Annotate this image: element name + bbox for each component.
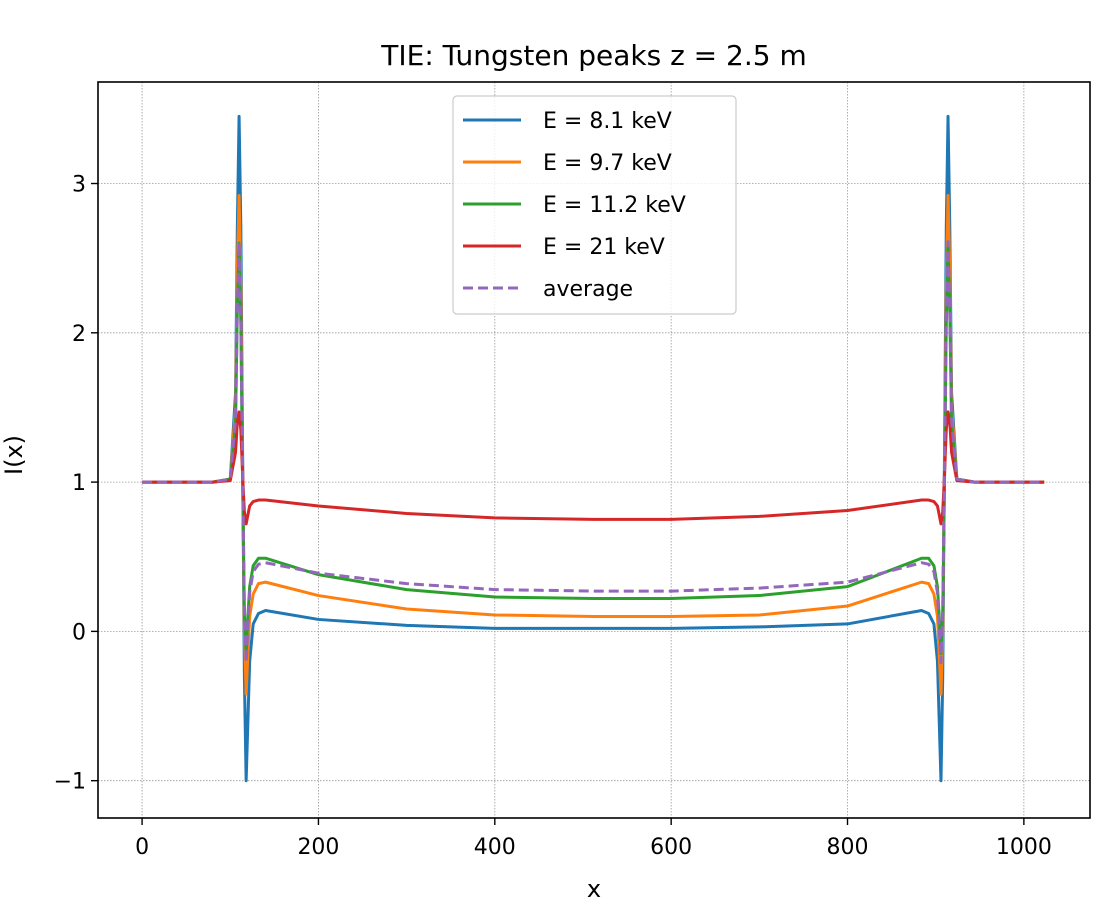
legend-label: E = 21 keV — [543, 235, 665, 260]
x-tick-label: 0 — [135, 835, 149, 860]
x-tick-label: 600 — [650, 835, 692, 860]
y-tick-label: 3 — [72, 173, 86, 198]
chart-title: TIE: Tungsten peaks z = 2.5 m — [380, 39, 806, 72]
legend: E = 8.1 keV E = 9.7 keV E = 11.2 keV E = 21… — [452, 95, 737, 315]
y-tick-label: 0 — [72, 620, 86, 645]
y-tick-label: −1 — [54, 770, 86, 795]
grid — [98, 82, 1090, 818]
legend-label: E = 11.2 keV — [543, 193, 686, 218]
x-tick-label: 1000 — [996, 835, 1052, 860]
x-tick-label: 200 — [297, 835, 339, 860]
axis-ticks: 0 200 400 600 800 1000 −1 0 1 2 3 — [54, 173, 1052, 860]
legend-box — [452, 95, 737, 315]
legend-label: E = 9.7 keV — [543, 151, 672, 176]
legend-label: average — [543, 277, 633, 302]
x-axis-label: x — [587, 875, 601, 903]
y-tick-label: 2 — [72, 322, 86, 347]
y-axis-label: I(x) — [0, 435, 28, 475]
plot-lines — [142, 114, 1045, 783]
legend-label: E = 8.1 keV — [543, 109, 672, 134]
x-tick-label: 800 — [827, 835, 869, 860]
x-tick-label: 400 — [474, 835, 516, 860]
series-line-4 — [142, 240, 1045, 665]
y-tick-label: 1 — [72, 471, 86, 496]
plot-frame — [97, 81, 1091, 819]
